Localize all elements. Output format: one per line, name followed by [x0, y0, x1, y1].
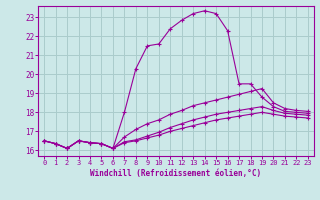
X-axis label: Windchill (Refroidissement éolien,°C): Windchill (Refroidissement éolien,°C) — [91, 169, 261, 178]
